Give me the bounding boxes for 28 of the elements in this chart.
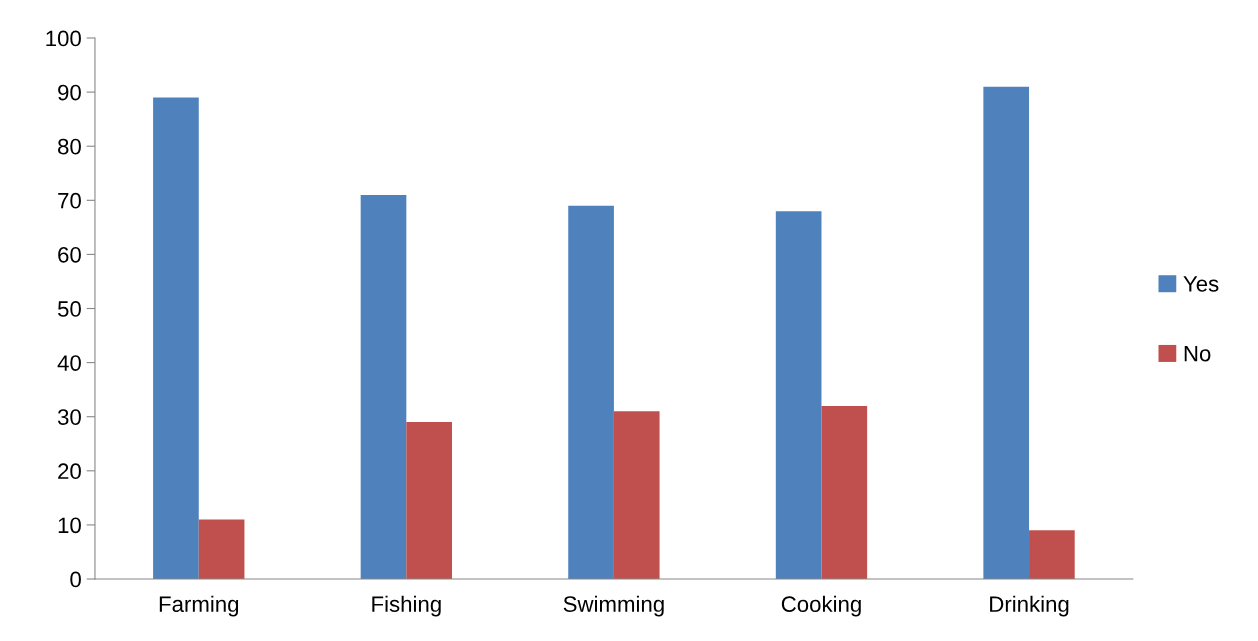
x-tick-label: Drinking bbox=[990, 595, 1069, 617]
legend-label: Yes bbox=[1183, 276, 1219, 292]
y-tick-label: 100 bbox=[46, 30, 81, 47]
x-tick-label: Cooking bbox=[781, 595, 861, 617]
x-tick-label: Farming bbox=[159, 595, 239, 617]
y-tick-label: 40 bbox=[57, 355, 81, 371]
y-tick-label: 80 bbox=[58, 138, 81, 155]
bar bbox=[360, 194, 407, 580]
y-tick-label: 90 bbox=[58, 84, 81, 101]
bar bbox=[613, 411, 660, 580]
x-tick-label: Fishing bbox=[372, 595, 441, 617]
bar bbox=[775, 211, 822, 580]
y-tick-label: 0 bbox=[70, 571, 81, 588]
y-tick-label: 60 bbox=[58, 246, 81, 263]
y-tick-label: 50 bbox=[57, 301, 81, 317]
bar bbox=[568, 205, 614, 580]
y-tick-label: 70 bbox=[58, 192, 81, 209]
y-tick-label: 10 bbox=[58, 517, 81, 534]
bar bbox=[821, 405, 868, 580]
bar bbox=[983, 86, 1030, 580]
x-tick-label: Swimming bbox=[563, 595, 664, 617]
bar bbox=[153, 97, 199, 580]
legend-label: No bbox=[1184, 345, 1211, 362]
bar bbox=[198, 519, 245, 580]
y-tick-label: 30 bbox=[57, 409, 81, 425]
bar bbox=[1029, 530, 1075, 580]
y-tick-label: 20 bbox=[58, 463, 81, 480]
bar bbox=[406, 422, 452, 580]
